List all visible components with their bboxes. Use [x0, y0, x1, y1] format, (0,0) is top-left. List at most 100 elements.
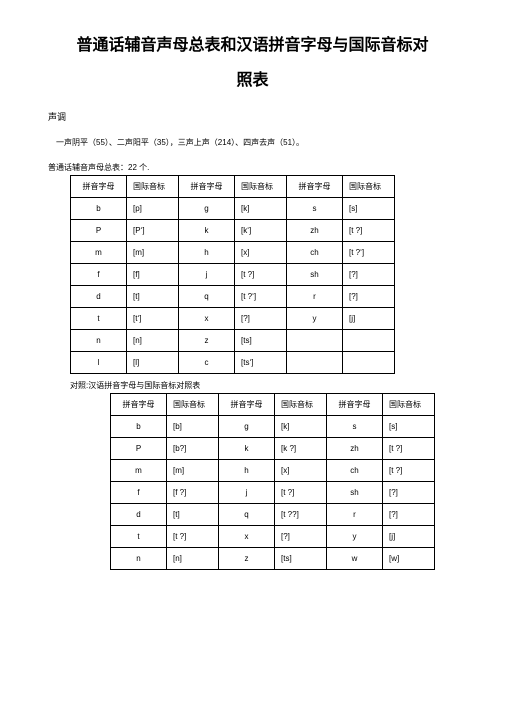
pinyin-cell [287, 330, 343, 352]
pinyin-cell: w [327, 548, 383, 570]
ipa-cell: [j] [383, 526, 435, 548]
table-row: b[b]g[k]s[s] [111, 416, 435, 438]
pinyin-cell: f [111, 482, 167, 504]
pinyin-cell: n [111, 548, 167, 570]
pinyin-cell: ch [327, 460, 383, 482]
pinyin-cell: m [71, 242, 127, 264]
ipa-cell: [j] [343, 308, 395, 330]
col-header: 拼音字母 [71, 176, 127, 198]
ipa-cell: [t ?] [235, 264, 287, 286]
pinyin-cell: x [179, 308, 235, 330]
pinyin-cell: P [71, 220, 127, 242]
tone-note: 一声阴平（55）、二声阳平（35），三声上声（214）、四声去声（51）。 [56, 137, 457, 148]
pinyin-cell: y [287, 308, 343, 330]
ipa-cell: [f] [127, 264, 179, 286]
table-row: l[l]c[ts‘] [71, 352, 395, 374]
table-header-row: 拼音字母 国际音标 拼音字母 国际音标 拼音字母 国际音标 [111, 394, 435, 416]
pinyin-cell: j [179, 264, 235, 286]
table-row: P[P‘]k[k‘]zh[t ?] [71, 220, 395, 242]
pinyin-cell: d [111, 504, 167, 526]
pinyin-cell: g [179, 198, 235, 220]
ipa-cell: [?] [235, 308, 287, 330]
col-header: 国际音标 [235, 176, 287, 198]
ipa-cell: [l] [127, 352, 179, 374]
ipa-cell: [b?] [167, 438, 219, 460]
pinyin-cell: ch [287, 242, 343, 264]
ipa-cell: [w] [383, 548, 435, 570]
table1-caption: 普通话辅音声母总表：22 个. [48, 162, 457, 173]
ipa-cell: [x] [275, 460, 327, 482]
ipa-cell: [f ?] [167, 482, 219, 504]
ipa-cell: [?] [343, 264, 395, 286]
table-row: f[f]j[t ?]sh[?] [71, 264, 395, 286]
ipa-cell: [s] [343, 198, 395, 220]
pinyin-cell: x [219, 526, 275, 548]
col-header: 国际音标 [343, 176, 395, 198]
ipa-cell: [t ?] [343, 220, 395, 242]
col-header: 拼音字母 [111, 394, 167, 416]
ipa-cell: [?] [343, 286, 395, 308]
ipa-cell: [ts] [275, 548, 327, 570]
table-row: b[p]g[k]s[s] [71, 198, 395, 220]
pinyin-cell: b [111, 416, 167, 438]
pinyin-cell: zh [287, 220, 343, 242]
pinyin-cell: sh [327, 482, 383, 504]
table-row: f[f ?]j[t ?]sh[?] [111, 482, 435, 504]
ipa-cell: [n] [127, 330, 179, 352]
col-header: 拼音字母 [219, 394, 275, 416]
ipa-cell: [t ?] [383, 460, 435, 482]
pinyin-cell: t [111, 526, 167, 548]
ipa-cell: [t ?] [167, 526, 219, 548]
pinyin-cell: l [71, 352, 127, 374]
ipa-cell: [?] [275, 526, 327, 548]
ipa-cell: [b] [167, 416, 219, 438]
pinyin-cell: r [327, 504, 383, 526]
ipa-cell: [k] [275, 416, 327, 438]
ipa-cell: [t ?] [383, 438, 435, 460]
ipa-cell: [P‘] [127, 220, 179, 242]
pinyin-cell: r [287, 286, 343, 308]
pinyin-cell: sh [287, 264, 343, 286]
ipa-cell: [t] [167, 504, 219, 526]
table2-caption: 对照:汉语拼音字母与国际音标对照表 [70, 380, 457, 391]
pinyin-cell: c [179, 352, 235, 374]
title-line-1: 普通话辅音声母总表和汉语拼音字母与国际音标对 [76, 37, 428, 54]
pinyin-cell [287, 352, 343, 374]
table-row: d[t]q[t ??]r[?] [111, 504, 435, 526]
pinyin-ipa-table: 拼音字母 国际音标 拼音字母 国际音标 拼音字母 国际音标 b[b]g[k]s[… [110, 393, 435, 570]
pinyin-cell: P [111, 438, 167, 460]
ipa-cell: [ts‘] [235, 352, 287, 374]
col-header: 拼音字母 [287, 176, 343, 198]
ipa-cell: [s] [383, 416, 435, 438]
ipa-cell: [?] [383, 482, 435, 504]
pinyin-cell: d [71, 286, 127, 308]
pinyin-cell: f [71, 264, 127, 286]
pinyin-cell: h [179, 242, 235, 264]
table-row: m[m]h[x]ch[t ?‘] [71, 242, 395, 264]
pinyin-cell: z [219, 548, 275, 570]
pinyin-cell: s [327, 416, 383, 438]
pinyin-cell: h [219, 460, 275, 482]
ipa-cell: [p] [127, 198, 179, 220]
pinyin-cell: b [71, 198, 127, 220]
table-header-row: 拼音字母 国际音标 拼音字母 国际音标 拼音字母 国际音标 [71, 176, 395, 198]
ipa-cell: [n] [167, 548, 219, 570]
pinyin-cell: j [219, 482, 275, 504]
ipa-cell [343, 352, 395, 374]
table-row: d[t]q[t ?‘]r[?] [71, 286, 395, 308]
ipa-cell [343, 330, 395, 352]
table-row: m[m]h[x]ch[t ?] [111, 460, 435, 482]
pinyin-cell: t [71, 308, 127, 330]
pinyin-cell: q [219, 504, 275, 526]
ipa-cell: [k] [235, 198, 287, 220]
consonant-table: 拼音字母 国际音标 拼音字母 国际音标 拼音字母 国际音标 b[p]g[k]s[… [70, 175, 395, 374]
pinyin-cell: y [327, 526, 383, 548]
table-row: n[n]z[ts]w[w] [111, 548, 435, 570]
ipa-cell: [t] [127, 286, 179, 308]
table-row: P[b?]k[k ?]zh[t ?] [111, 438, 435, 460]
pinyin-cell: zh [327, 438, 383, 460]
ipa-cell: [t‘] [127, 308, 179, 330]
ipa-cell: [t ?‘] [235, 286, 287, 308]
pinyin-cell: s [287, 198, 343, 220]
table-row: t[t ?]x[?]y[j] [111, 526, 435, 548]
